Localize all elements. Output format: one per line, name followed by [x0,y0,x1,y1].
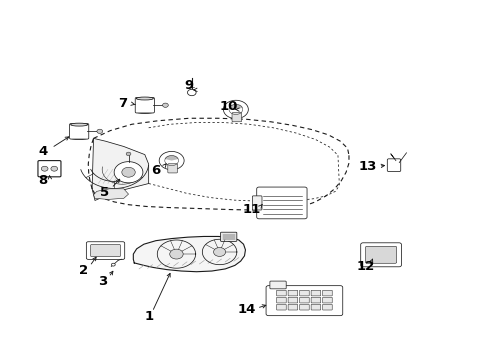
Text: 5: 5 [100,186,109,199]
Circle shape [114,162,142,183]
Text: 14: 14 [237,303,256,316]
Circle shape [162,103,168,107]
FancyBboxPatch shape [86,242,124,259]
FancyBboxPatch shape [360,243,401,267]
FancyBboxPatch shape [322,304,331,310]
Text: 11: 11 [242,203,260,216]
FancyBboxPatch shape [299,297,308,303]
Polygon shape [92,138,148,201]
Circle shape [126,152,131,156]
FancyBboxPatch shape [269,281,285,289]
FancyBboxPatch shape [310,304,320,310]
Circle shape [169,249,183,259]
Circle shape [223,100,248,118]
Circle shape [51,166,58,171]
FancyBboxPatch shape [276,304,285,310]
FancyBboxPatch shape [276,290,285,296]
Text: 1: 1 [144,310,153,323]
FancyBboxPatch shape [252,196,262,210]
FancyBboxPatch shape [220,232,236,242]
Polygon shape [228,104,243,109]
FancyBboxPatch shape [299,304,308,310]
Polygon shape [133,237,245,272]
Text: 6: 6 [151,164,160,177]
FancyBboxPatch shape [276,297,285,303]
Text: 4: 4 [39,145,48,158]
FancyBboxPatch shape [256,187,306,219]
FancyBboxPatch shape [287,304,297,310]
FancyBboxPatch shape [232,113,241,122]
Ellipse shape [70,136,87,139]
FancyBboxPatch shape [167,164,177,173]
Text: 7: 7 [118,96,126,109]
FancyBboxPatch shape [90,244,120,257]
Ellipse shape [70,123,87,126]
FancyBboxPatch shape [299,290,308,296]
FancyBboxPatch shape [287,290,297,296]
Text: 2: 2 [79,264,88,277]
Polygon shape [93,189,128,199]
Circle shape [41,166,48,171]
Circle shape [111,263,115,266]
Text: 8: 8 [39,174,48,187]
Ellipse shape [136,111,153,113]
Text: 13: 13 [358,160,377,173]
Circle shape [122,167,135,177]
Circle shape [213,248,225,256]
Text: 9: 9 [184,79,193,92]
Circle shape [187,89,196,96]
Circle shape [97,129,102,134]
Ellipse shape [136,97,153,100]
FancyBboxPatch shape [310,297,320,303]
FancyBboxPatch shape [365,246,396,263]
Polygon shape [164,155,179,161]
FancyBboxPatch shape [310,290,320,296]
FancyBboxPatch shape [322,297,331,303]
Text: 10: 10 [220,100,238,113]
FancyBboxPatch shape [265,286,342,316]
FancyBboxPatch shape [38,161,61,177]
Circle shape [159,152,184,170]
FancyBboxPatch shape [135,98,154,113]
FancyBboxPatch shape [69,123,89,139]
FancyBboxPatch shape [386,159,400,171]
FancyBboxPatch shape [322,290,331,296]
FancyBboxPatch shape [287,297,297,303]
Text: 3: 3 [98,275,107,288]
Text: 12: 12 [355,260,374,273]
